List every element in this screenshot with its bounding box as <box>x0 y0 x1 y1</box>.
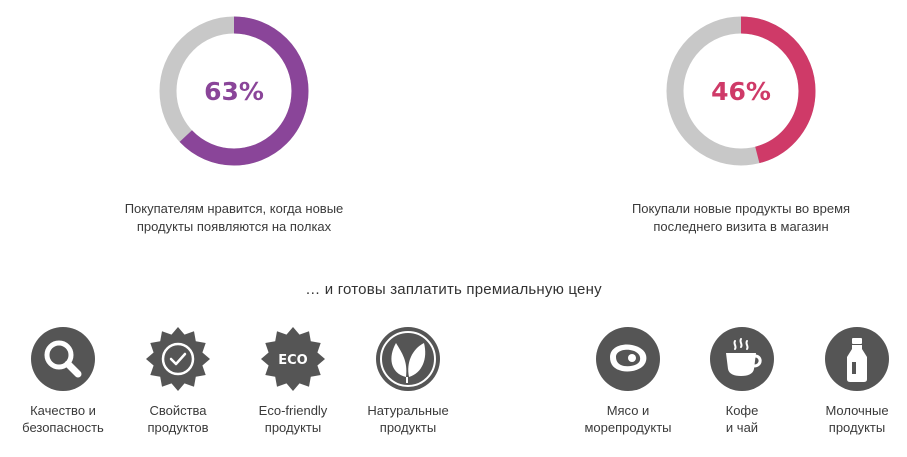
milk-bottle-icon <box>825 327 889 391</box>
stat-caption-line: продукты появляются на полках <box>136 219 332 234</box>
check-badge-icon <box>146 327 210 391</box>
stat-percent-label: 46% <box>711 76 771 106</box>
stat-caption: Покупателям нравится, когда новые продук… <box>84 200 384 236</box>
category-label-line: безопасность <box>22 420 104 435</box>
category-label-line: продукты <box>379 420 437 435</box>
category-product-properties: Свойства продуктов <box>115 327 241 436</box>
category-eco-friendly: ECO Eco-friendly продукты <box>230 327 356 436</box>
stat-donut-new-products-liked: 63% <box>158 15 310 167</box>
magnifier-icon <box>31 327 95 391</box>
stat-caption-line: Покупали новые продукты во время <box>631 201 851 216</box>
leaves-icon <box>376 327 440 391</box>
category-natural: Натуральные продукты <box>345 327 471 436</box>
stat-caption-line: Покупателям нравится, когда новые <box>124 201 344 216</box>
category-label-line: Мясо и <box>606 403 650 418</box>
coffee-cup-icon <box>710 327 774 391</box>
category-label-line: Качество и <box>30 403 96 418</box>
section-subheading: … и готовы заплатить премиальную цену <box>305 281 602 298</box>
stat-donut-bought-new-products: 46% <box>665 15 817 167</box>
category-coffee-tea: Кофе и чай <box>679 327 805 436</box>
category-label-line: продуктов <box>147 420 209 435</box>
category-label-line: Молочные <box>825 403 889 418</box>
donut-chart <box>159 16 309 166</box>
category-label-line: продукты <box>264 420 322 435</box>
category-quality-safety: Качество и безопасность <box>0 327 126 436</box>
stat-caption-line: последнего визита в магазин <box>653 219 829 234</box>
stat-percent-label: 63% <box>204 76 264 106</box>
category-dairy: Молочные продукты <box>794 327 907 436</box>
category-meat-seafood: Мясо и морепродукты <box>565 327 691 436</box>
donut-progress-arc <box>666 16 816 166</box>
donut-progress-arc <box>159 16 309 166</box>
steak-icon <box>596 327 660 391</box>
eco-badge-text: ECO <box>278 353 307 368</box>
category-label-line: Натуральные <box>367 403 449 418</box>
category-label-line: морепродукты <box>584 420 672 435</box>
category-label-line: Eco-friendly <box>258 403 328 418</box>
category-label-line: продукты <box>828 420 886 435</box>
donut-chart <box>666 16 816 166</box>
category-label-line: Свойства <box>149 403 207 418</box>
stat-caption: Покупали новые продукты во время последн… <box>591 200 891 236</box>
category-label-line: Кофе <box>725 403 759 418</box>
eco-badge-icon: ECO <box>261 327 325 391</box>
category-label-line: и чай <box>725 420 759 435</box>
